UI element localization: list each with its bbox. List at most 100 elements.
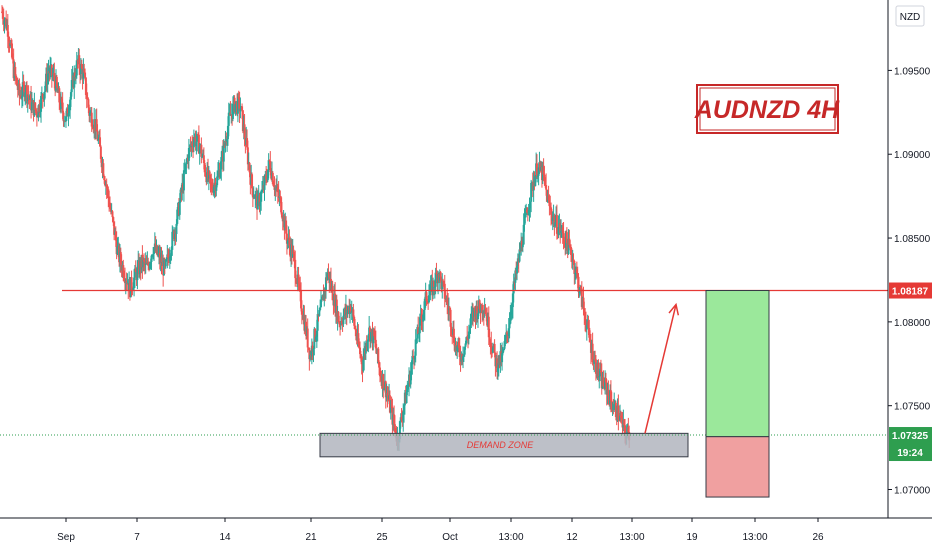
candle-body [458, 347, 461, 357]
candle-body [389, 406, 392, 413]
projection-arrow[interactable] [644, 302, 680, 434]
candle-body [354, 325, 357, 329]
candle-body [379, 376, 382, 379]
candle-body [420, 315, 423, 320]
candle-body [478, 300, 481, 309]
candle-body [613, 404, 616, 410]
candle-body [89, 112, 92, 116]
candle-body [225, 141, 228, 143]
time-tick-9: 19 [686, 532, 698, 543]
candle-body [202, 155, 205, 164]
candle-body [525, 209, 528, 213]
candle-body [74, 72, 77, 77]
candle-body [55, 76, 58, 87]
candle-body [58, 88, 61, 103]
time-tick-8: 13:00 [619, 532, 644, 543]
candle-body [237, 97, 240, 99]
candle-body [359, 347, 362, 355]
candle-body [545, 185, 548, 190]
candle-body [350, 311, 353, 313]
candle-body [357, 333, 360, 345]
candle-body [338, 321, 341, 325]
candle-body [346, 310, 349, 314]
candle-body [432, 281, 435, 296]
candle-body [553, 215, 556, 227]
candle-body [168, 256, 171, 262]
candle-body [160, 257, 163, 266]
candle-body [61, 102, 64, 113]
candle-body [5, 18, 8, 29]
candle-body [293, 254, 296, 260]
candle-body [504, 338, 507, 342]
candle-body [337, 311, 340, 322]
candle-body [133, 268, 136, 278]
candle-body [354, 328, 357, 337]
candle-body [485, 313, 488, 316]
candle-body [286, 240, 289, 244]
candle-body [532, 182, 535, 191]
candle-body [609, 390, 612, 401]
candle-body [557, 227, 560, 235]
stop-loss-box[interactable] [705, 436, 770, 498]
candle-body [373, 329, 376, 337]
candle-body [297, 274, 300, 284]
candle-body [78, 55, 81, 69]
candle-body [570, 254, 573, 262]
candle-body [9, 43, 12, 47]
candle-body [64, 116, 67, 122]
candle-body [466, 337, 469, 339]
price-tick-labels: 1.09500 1.09000 1.08500 1.08000 1.07500 1.070… [888, 66, 931, 497]
target-profit-box[interactable] [705, 290, 770, 438]
candle-body [470, 315, 473, 319]
candle-body [572, 260, 575, 262]
candle-body [99, 137, 102, 147]
time-axis[interactable]: Sep 7 14 21 25 Oct 13:00 12 13:00 19 13:00 26 [0, 517, 932, 543]
candle-body [405, 392, 408, 404]
candle-body [162, 260, 165, 276]
candle-body [280, 197, 283, 213]
time-tick-0: Sep [57, 532, 75, 543]
candle-body [251, 174, 254, 189]
candle-body [196, 134, 199, 142]
price-axis[interactable]: NZD 1.095001.090001.085001.080001.075001… [887, 0, 932, 518]
candle-body [602, 377, 605, 387]
candle-body [360, 356, 363, 365]
candle-body [415, 338, 418, 340]
candle-body [108, 206, 111, 208]
candle-body [143, 259, 146, 262]
chart-title-box[interactable]: AUDNZD 4H [694, 84, 840, 134]
candle-body [384, 381, 387, 398]
candle-body [599, 370, 602, 377]
time-tick-2: 14 [219, 532, 231, 543]
candle-body [219, 169, 222, 178]
candle-body [623, 420, 626, 426]
candle-body [457, 341, 460, 348]
candle-body [194, 136, 197, 146]
candle-body [11, 57, 14, 60]
candle-body [75, 60, 78, 76]
candle-body [15, 78, 18, 86]
candle-body [39, 111, 42, 113]
candle-body [277, 192, 280, 198]
candle-body [73, 72, 76, 88]
candle-body [49, 67, 52, 74]
candle-body [523, 217, 526, 225]
candle-body [534, 176, 537, 187]
candle-body [511, 307, 514, 312]
candle-body [450, 326, 453, 332]
currency-button[interactable] [895, 5, 925, 27]
candle-body [167, 254, 170, 258]
candle-body [132, 288, 135, 290]
candle-body [265, 175, 268, 180]
candle-body [50, 64, 53, 77]
candle-body [467, 331, 470, 339]
candle-body [366, 341, 369, 348]
candle-body [21, 82, 24, 97]
candle-body [406, 388, 409, 393]
candle-body [522, 224, 525, 245]
candle-body [591, 343, 594, 363]
candle-body [192, 139, 195, 148]
demand-zone-box[interactable] [319, 432, 689, 458]
candle-body [594, 359, 597, 374]
